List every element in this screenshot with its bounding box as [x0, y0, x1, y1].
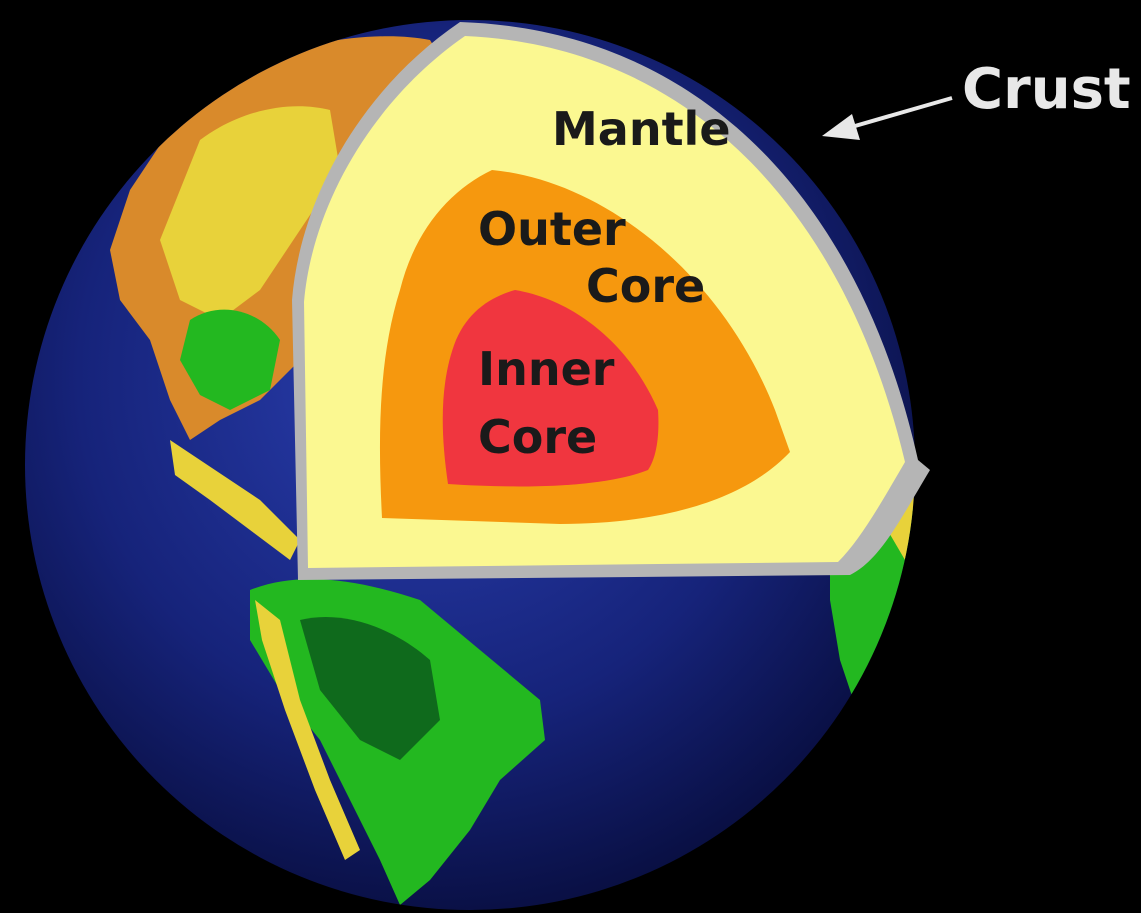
outer-core-label-line1: Outer: [478, 202, 626, 256]
andes-mountains: [255, 600, 360, 860]
south-america-forest: [300, 616, 440, 760]
inner-core-label-line1: Inner: [478, 342, 615, 396]
north-america-plains: [180, 309, 280, 410]
crust-label: Crust: [962, 57, 1131, 122]
arrow-head: [822, 114, 860, 140]
crust-pointer-arrow: [822, 96, 953, 140]
inner-core-layer: [442, 290, 659, 487]
outer-core-label-line2: Core: [586, 259, 705, 313]
central-america-landmass: [170, 440, 300, 560]
inner-core-label-line2: Core: [478, 410, 597, 464]
arrow-shaft: [847, 96, 953, 130]
north-america-highlands: [160, 106, 340, 320]
mantle-label: Mantle: [552, 102, 731, 156]
